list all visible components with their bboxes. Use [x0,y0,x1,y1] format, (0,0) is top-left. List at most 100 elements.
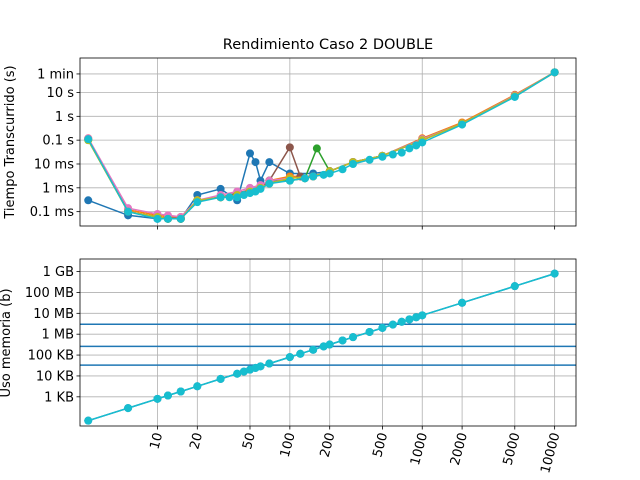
y-tick-label: 1 KB [44,390,74,405]
data-point [153,214,162,223]
y-tick-label: 1 min [37,67,74,82]
data-point [397,148,406,157]
x-tick-label: 500 [370,431,391,459]
series-line [87,71,555,218]
data-point [325,169,334,178]
time-y-axis-label: Tiempo Transcurrido (s) [3,65,18,219]
y-tick-label: 0.1 s [42,134,74,149]
data-point [265,359,274,368]
data-point [84,416,93,425]
x-tick-label: 20 [187,431,206,451]
series-4 [84,68,559,221]
data-point [285,353,294,362]
data-point [265,179,274,188]
series-line [87,71,555,220]
data-point [285,143,294,152]
series-3 [84,68,559,223]
data-point [510,282,519,291]
data-point [163,214,172,223]
plot-area [80,269,576,425]
x-tick-label: 50 [240,431,259,451]
data-point [309,172,318,181]
data-point [312,144,321,153]
x-tick-label: 10000 [538,431,563,475]
y-tick-label: 1 s [55,110,74,125]
data-point [176,387,185,396]
data-point [338,165,347,174]
y-tick-label: 0.1 ms [30,205,74,220]
series-line [87,71,555,220]
data-point [216,374,225,383]
data-point [510,92,519,101]
series-5 [84,68,559,223]
data-point [256,184,265,193]
data-point [193,382,202,391]
data-point [550,68,559,77]
series-line [87,71,555,220]
y-tick-label: 10 s [47,86,75,101]
y-tick-label: 1 ms [42,181,74,196]
plot-area [84,68,559,223]
series-line [87,71,555,220]
series-1 [84,68,559,221]
data-point [418,138,427,147]
data-point [296,349,305,358]
data-point [418,311,427,320]
series-6 [84,68,559,223]
series-2 [84,68,559,223]
series-0 [84,68,559,223]
x-tick-label: 10 [148,431,167,451]
x-tick-label: 100 [278,431,299,459]
data-point [365,155,374,164]
data-point [245,149,254,158]
data-point [397,317,406,326]
data-point [378,152,387,161]
data-point [378,323,387,332]
data-point [84,135,93,144]
x-tick-label: 5000 [501,431,524,467]
data-point [412,141,421,150]
x-tick-label: 1000 [408,431,431,467]
data-point [193,198,202,207]
data-point [216,184,225,193]
y-tick-label: 10 KB [36,369,74,384]
data-point [233,369,242,378]
data-point [550,269,559,278]
y-tick-label: 100 MB [25,286,74,301]
x-tick-label: 200 [318,431,339,459]
data-point [285,176,294,185]
data-point [338,336,347,345]
y-tick-label: 10 MB [33,307,74,322]
series-line [87,71,555,220]
data-point [153,394,162,403]
series-1 [84,269,559,425]
y-tick-label: 1 GB [43,265,74,280]
data-point [319,170,328,179]
plot-frame [79,57,577,227]
data-point [405,144,414,153]
y-tick-label: 1 MB [41,328,74,343]
data-point [216,193,225,202]
data-point [412,313,421,322]
series-line [87,71,555,218]
data-point [84,196,93,205]
data-point [458,120,467,129]
data-point [365,327,374,336]
data-point [239,367,248,376]
x-tick-label: 2000 [448,431,471,467]
data-point [233,193,242,202]
y-tick-label: 100 KB [28,349,74,364]
data-point [251,158,260,167]
data-point [319,342,328,351]
data-point [265,158,274,167]
chart-title: Rendimiento Caso 2 DOUBLE [223,37,433,53]
data-point [325,340,334,349]
data-point [124,404,133,413]
y-tick-label: 10 ms [34,157,74,172]
data-point [300,174,309,183]
data-point [309,345,318,354]
data-point [124,207,133,216]
memory-y-axis-label: Uso memoria (b) [0,288,14,397]
data-point [256,362,265,371]
data-point [349,333,358,342]
